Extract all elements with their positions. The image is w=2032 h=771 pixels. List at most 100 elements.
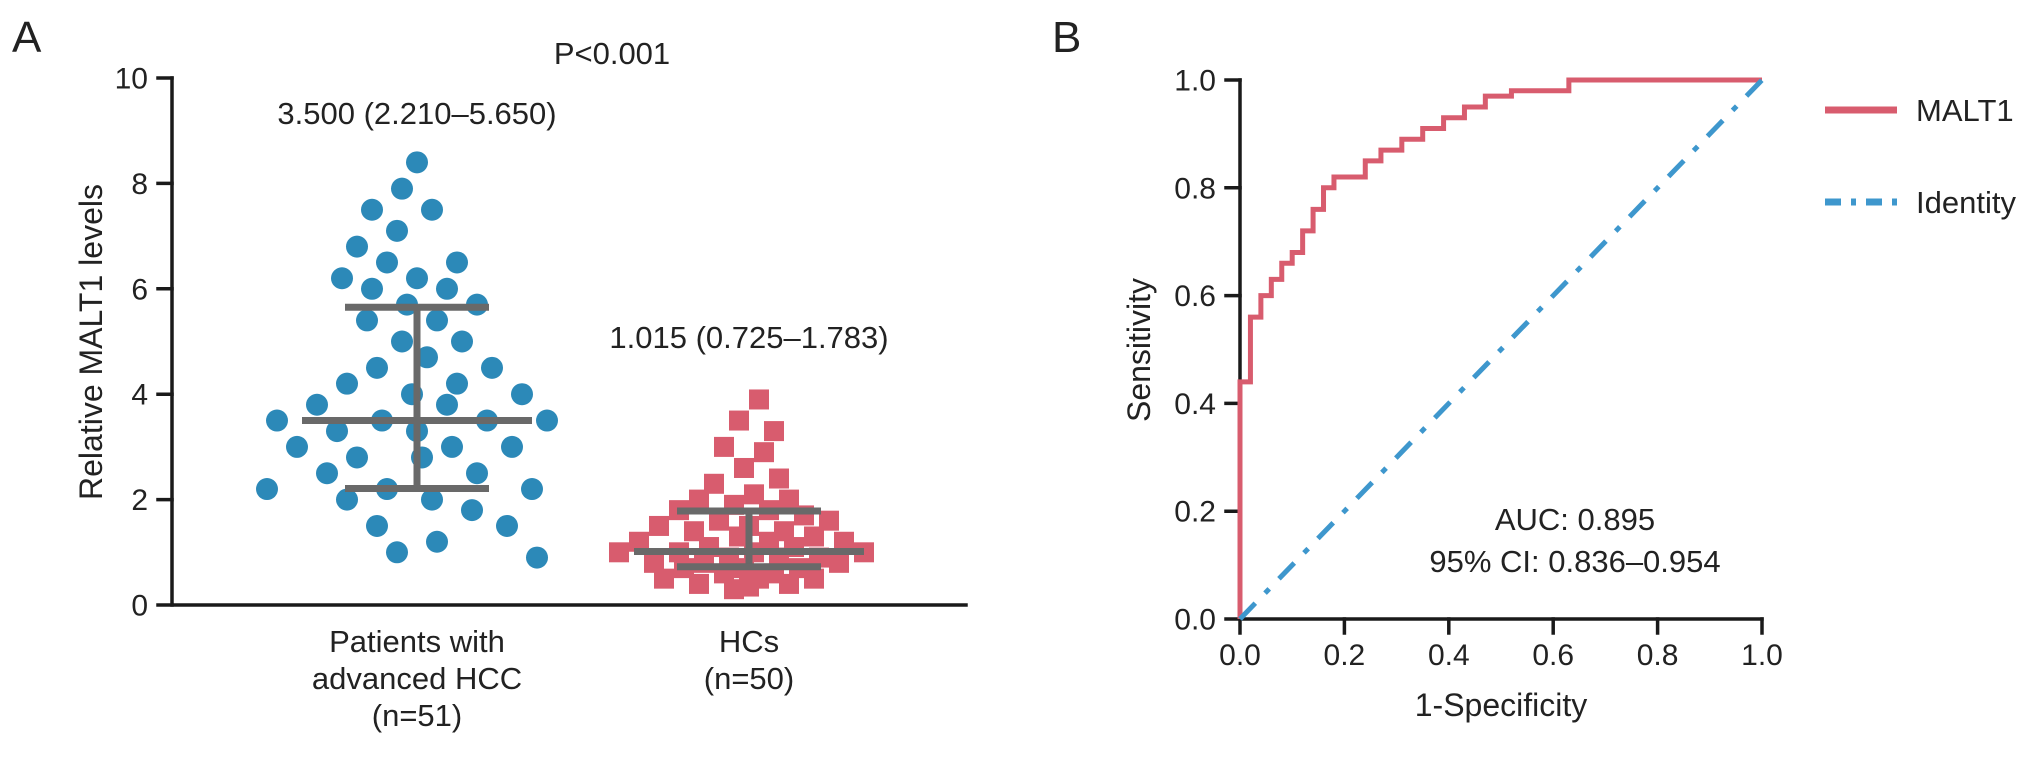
group-label: advanced HCC bbox=[312, 661, 522, 696]
y-tick-label: 2 bbox=[131, 484, 148, 517]
scatter-point bbox=[744, 484, 764, 505]
scatter-point bbox=[689, 573, 709, 594]
y-tick-label: 6 bbox=[131, 273, 148, 306]
scatter-point bbox=[536, 409, 558, 432]
scatter-point bbox=[441, 435, 463, 458]
scatter-point bbox=[804, 568, 824, 589]
scatter-point bbox=[331, 267, 353, 290]
scatter-point bbox=[689, 489, 709, 510]
panel-b-y-axis-title: Sensitivity bbox=[1121, 278, 1157, 422]
hcs-median-annotation: 1.015 (0.725–1.783) bbox=[609, 320, 888, 355]
scatter-point bbox=[644, 552, 664, 573]
y-tick-label: 1.0 bbox=[1174, 65, 1216, 98]
scatter-point bbox=[421, 488, 443, 511]
scatter-point bbox=[346, 446, 368, 469]
scatter-point bbox=[421, 198, 443, 221]
scatter-point bbox=[376, 251, 398, 274]
auc-annotation: AUC: 0.895 bbox=[1495, 502, 1655, 537]
scatter-point bbox=[819, 510, 839, 531]
scatter-point bbox=[406, 151, 428, 174]
scatter-point bbox=[511, 383, 533, 406]
scatter-point bbox=[451, 330, 473, 353]
scatter-point bbox=[446, 251, 468, 274]
scatter-point bbox=[629, 531, 649, 552]
hcc-median-annotation: 3.500 (2.210–5.650) bbox=[277, 96, 556, 131]
scatter-point bbox=[446, 372, 468, 395]
scatter-point bbox=[436, 277, 458, 300]
scatter-point bbox=[834, 531, 854, 552]
x-tick-label: 0.8 bbox=[1637, 639, 1679, 672]
legend-label-malt1: MALT1 bbox=[1916, 93, 2014, 128]
scatter-point bbox=[466, 462, 488, 485]
group-label: (n=50) bbox=[704, 661, 794, 696]
scatter-point bbox=[361, 198, 383, 221]
scatter-point bbox=[406, 267, 428, 290]
scatter-point bbox=[346, 235, 368, 258]
roc-curve-malt1 bbox=[1237, 77, 1762, 619]
scatter-point bbox=[609, 542, 629, 563]
scatter-point bbox=[526, 546, 548, 569]
scatter-point bbox=[749, 389, 769, 410]
legend-label-identity: Identity bbox=[1916, 185, 2016, 220]
x-tick-label: 0.0 bbox=[1219, 639, 1261, 672]
scatter-point bbox=[256, 478, 278, 501]
scatter-point bbox=[266, 409, 288, 432]
scatter-point bbox=[426, 309, 448, 332]
panel-b-plot: 0.0 0.2 0.4 0.6 0.8 1.0 0.0 0.2 0.4 0.6 0.8 1.0 bbox=[1174, 65, 1783, 673]
panel-a-y-axis-title: Relative MALT1 levels bbox=[73, 184, 109, 500]
scatter-point bbox=[461, 499, 483, 522]
p-value-annotation: P<0.001 bbox=[554, 36, 670, 71]
group-label: HCs bbox=[719, 624, 779, 659]
panel-a-label: A bbox=[12, 13, 42, 62]
scatter-point bbox=[654, 568, 674, 589]
scatter-point bbox=[436, 393, 458, 416]
group-label: (n=51) bbox=[372, 698, 462, 733]
scatter-point bbox=[366, 356, 388, 379]
scatter-point bbox=[496, 514, 518, 537]
scatter-point bbox=[714, 436, 734, 457]
scatter-point bbox=[316, 462, 338, 485]
scatter-point bbox=[386, 219, 408, 242]
scatter-point bbox=[426, 530, 448, 553]
scatter-point bbox=[336, 372, 358, 395]
scatter-point bbox=[754, 442, 774, 463]
scatter-point bbox=[366, 514, 388, 537]
scatter-point bbox=[729, 526, 749, 547]
x-tick-label: 1.0 bbox=[1741, 639, 1783, 672]
scatter-point bbox=[734, 457, 754, 478]
scatter-point bbox=[416, 346, 438, 369]
ci-annotation: 95% CI: 0.836–0.954 bbox=[1429, 544, 1720, 579]
scatter-point bbox=[729, 410, 749, 431]
scatter-point bbox=[764, 421, 784, 442]
scatter-point bbox=[306, 393, 328, 416]
y-tick-label: 0.2 bbox=[1174, 496, 1216, 529]
scatter-point bbox=[361, 277, 383, 300]
y-tick-label: 0.0 bbox=[1174, 604, 1216, 637]
scatter-point bbox=[779, 573, 799, 594]
scatter-point bbox=[336, 488, 358, 511]
scatter-point bbox=[739, 576, 759, 597]
scatter-point bbox=[829, 552, 849, 573]
scatter-point bbox=[521, 478, 543, 501]
x-tick-label: 0.6 bbox=[1532, 639, 1574, 672]
y-tick-label: 0 bbox=[131, 590, 148, 623]
y-tick-label: 8 bbox=[131, 168, 148, 201]
y-tick-label: 4 bbox=[131, 379, 148, 412]
scatter-point bbox=[356, 309, 378, 332]
x-tick-label: 0.4 bbox=[1428, 639, 1470, 672]
group-label: Patients with bbox=[329, 624, 505, 659]
panel-b-legend-samples bbox=[1825, 106, 1897, 206]
scatter-point bbox=[391, 330, 413, 353]
roc-curve-identity bbox=[1238, 78, 1764, 621]
scatter-point bbox=[386, 541, 408, 564]
scatter-point bbox=[649, 515, 669, 536]
scatter-point bbox=[769, 468, 789, 489]
scatter-point bbox=[704, 473, 724, 494]
scatter-point bbox=[804, 526, 824, 547]
y-tick-label: 10 bbox=[115, 63, 148, 96]
panel-b-x-axis-title: 1-Specificity bbox=[1415, 687, 1588, 723]
scatter-point bbox=[391, 177, 413, 200]
y-tick-label: 0.8 bbox=[1174, 172, 1216, 205]
